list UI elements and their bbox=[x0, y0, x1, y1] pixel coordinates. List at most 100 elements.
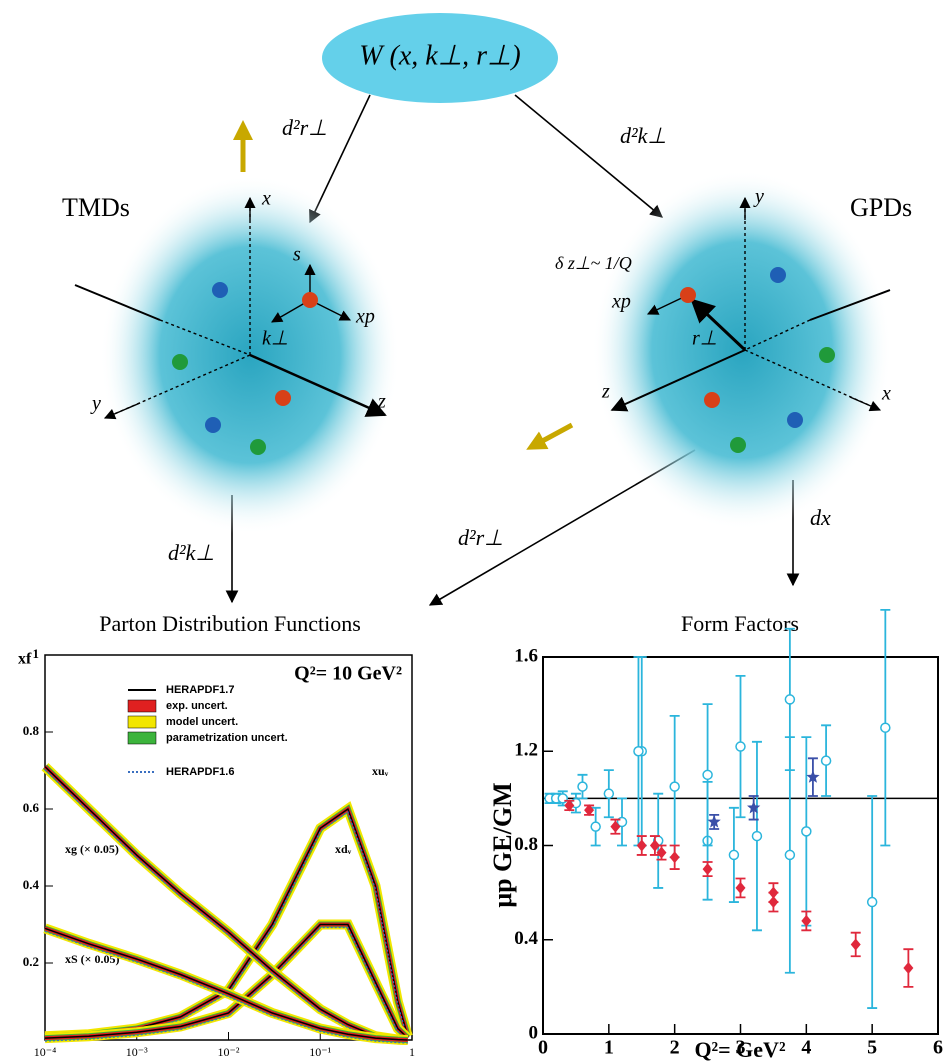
x-tick-label: 10⁻³ bbox=[126, 1045, 148, 1059]
curve bbox=[44, 766, 408, 1041]
curve-ref bbox=[44, 930, 408, 1044]
point bbox=[669, 781, 680, 792]
axis-label: z bbox=[601, 381, 610, 403]
y-tick-label: 0.8 bbox=[23, 723, 40, 738]
curve bbox=[44, 927, 408, 1041]
point bbox=[669, 851, 680, 864]
point bbox=[584, 804, 595, 817]
annotation: Q²= 10 GeV² bbox=[294, 663, 402, 685]
point bbox=[610, 820, 621, 833]
axis-label: y bbox=[753, 186, 764, 208]
curve-ref bbox=[44, 926, 409, 1042]
point bbox=[702, 769, 713, 781]
point bbox=[633, 746, 644, 757]
point bbox=[649, 839, 660, 852]
point bbox=[801, 826, 812, 837]
axis-label: y bbox=[90, 393, 101, 415]
point bbox=[903, 962, 914, 975]
axis-label: z bbox=[377, 391, 386, 413]
y-tick-label: 0.2 bbox=[23, 954, 39, 969]
top-node-label: W (x, k⊥, r⊥) bbox=[359, 40, 521, 71]
point bbox=[820, 755, 832, 766]
point bbox=[801, 914, 812, 927]
y-tick-label: 0 bbox=[529, 1022, 539, 1043]
y-tick-label: 0.6 bbox=[23, 800, 40, 815]
arrow-label: dx bbox=[810, 505, 831, 530]
legend-swatch bbox=[127, 715, 157, 729]
arrow-label: d²r⊥ bbox=[282, 115, 327, 140]
vector-label: s bbox=[293, 244, 301, 266]
y-tick-label: 0.8 bbox=[514, 834, 538, 855]
point bbox=[784, 849, 796, 861]
point bbox=[735, 881, 746, 894]
legend-label: HERAPDF1.6 bbox=[166, 766, 234, 778]
axis-label: x bbox=[881, 383, 891, 405]
point bbox=[751, 830, 763, 842]
vector-label: r⊥ bbox=[692, 328, 717, 350]
x-tick-label: 0 bbox=[538, 1037, 548, 1059]
x-tick-label: 4 bbox=[801, 1037, 811, 1059]
x-tick-label: 5 bbox=[867, 1037, 877, 1059]
x-tick-label: 1 bbox=[409, 1045, 415, 1059]
point bbox=[806, 770, 820, 783]
arrow-label: d²k⊥ bbox=[168, 540, 215, 565]
curve-label: xS (× 0.05) bbox=[65, 952, 120, 966]
point bbox=[768, 896, 779, 909]
y-tick-label: 1.2 bbox=[514, 740, 538, 761]
legend-label: parametrization uncert. bbox=[166, 732, 288, 744]
x-tick-label: 10⁻¹ bbox=[309, 1045, 331, 1059]
uncertainty-band bbox=[42, 764, 408, 1043]
legend-swatch bbox=[127, 699, 157, 713]
partons bbox=[680, 267, 835, 453]
partons bbox=[172, 282, 318, 455]
point bbox=[747, 800, 761, 814]
panel-title: TMDs bbox=[62, 193, 130, 222]
y-tick-label: 0.4 bbox=[514, 928, 538, 949]
legend-label: HERAPDF1.7 bbox=[166, 684, 234, 696]
uncertainty-band bbox=[41, 763, 408, 1045]
legend-label: exp. uncert. bbox=[166, 700, 228, 712]
point bbox=[603, 788, 615, 799]
point bbox=[636, 839, 647, 852]
y-axis-label: xf bbox=[18, 651, 32, 668]
arrow-label: d²k⊥ bbox=[620, 123, 667, 148]
point bbox=[590, 821, 601, 832]
chart-title: Parton Distribution Functions bbox=[99, 611, 361, 636]
x-axis-label: Q²= GeV² bbox=[694, 1037, 786, 1062]
point bbox=[656, 846, 667, 859]
point bbox=[728, 849, 740, 861]
point bbox=[880, 722, 891, 733]
point bbox=[702, 863, 713, 876]
curve-label: xdᵥ bbox=[335, 842, 352, 856]
y-tick-label: 1.6 bbox=[514, 645, 538, 666]
point bbox=[564, 799, 575, 812]
tmds-panel: TMDs x y z s xp k⊥ bbox=[62, 175, 400, 535]
chart-title: Form Factors bbox=[681, 611, 799, 636]
y-tick-label: 0.4 bbox=[23, 877, 40, 892]
legend-swatch bbox=[127, 731, 157, 745]
arrow-label: d²r⊥ bbox=[458, 525, 503, 550]
point bbox=[577, 781, 588, 792]
legend-label: model uncert. bbox=[166, 716, 238, 728]
curve-label: xg (× 0.05) bbox=[65, 842, 119, 856]
x-tick-label: 10⁻⁴ bbox=[34, 1045, 57, 1059]
uncertainty-band bbox=[44, 921, 410, 1042]
panel-title: GPDs bbox=[850, 193, 912, 222]
x-tick-label: 6 bbox=[933, 1037, 943, 1059]
note: δ z⊥~ 1/Q bbox=[555, 253, 632, 273]
point bbox=[866, 896, 878, 908]
x-tick-label: 1 bbox=[604, 1037, 614, 1059]
point bbox=[850, 938, 861, 951]
vector-label: k⊥ bbox=[262, 328, 288, 350]
x-tick-label: 2 bbox=[670, 1037, 680, 1059]
uncertainty-band bbox=[43, 765, 408, 1042]
vector-label: xp bbox=[355, 306, 375, 328]
yellow-arrow bbox=[526, 422, 574, 450]
axis-label: x bbox=[261, 188, 271, 210]
curve-label: xuᵥ bbox=[372, 764, 389, 778]
x-tick-label: 10⁻² bbox=[218, 1045, 240, 1059]
point bbox=[707, 814, 721, 828]
top-node: W (x, k⊥, r⊥) bbox=[322, 13, 558, 103]
point bbox=[735, 741, 746, 752]
